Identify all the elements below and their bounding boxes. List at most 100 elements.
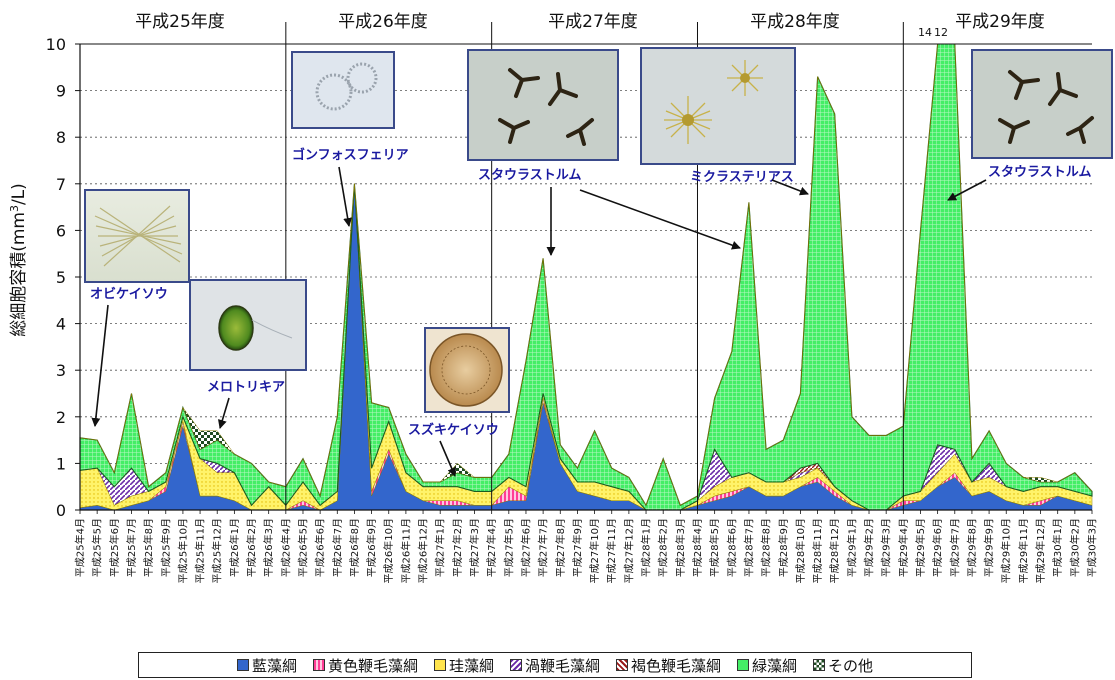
legend-label: 渦鞭毛藻綱 — [524, 656, 600, 675]
fiscal-year-label: 平成26年度 — [338, 12, 428, 32]
fiscal-year-label: 平成27年度 — [548, 12, 638, 32]
x-tick-label: 平成27年4月 — [485, 518, 498, 577]
legend-item-chlorophyceae: 緑藻綱 — [737, 655, 797, 676]
x-tick-label: 平成29年11月 — [1017, 518, 1030, 583]
legend-label: 藍藻綱 — [251, 656, 297, 675]
arrow-gom — [338, 166, 353, 227]
x-tick-label: 平成28年3月 — [674, 518, 687, 577]
photo-stau2 — [971, 49, 1113, 159]
x-tick-label: 平成25年12月 — [211, 518, 224, 583]
x-tick-label: 平成27年7月 — [537, 518, 550, 577]
legend-swatch-icon — [312, 659, 325, 671]
annotation-label-obi: オビケイソウ — [90, 286, 168, 302]
photo-micra — [640, 47, 796, 165]
legend-swatch-icon — [509, 659, 522, 671]
y-tick-label: 6 — [56, 221, 66, 240]
y-tick-label: 10 — [46, 35, 66, 54]
legend-item-chrysophyceae: 黄色鞭毛藻綱 — [312, 655, 418, 676]
x-tick-label: 平成29年4月 — [897, 518, 910, 577]
annotation-label-melo: メロトリキア — [207, 380, 285, 395]
x-tick-label: 平成30年2月 — [1068, 518, 1081, 577]
x-tick-label: 平成29年9月 — [983, 518, 996, 577]
photo-melo — [189, 279, 307, 371]
legend-swatch-icon — [236, 659, 249, 671]
arrow-stau2 — [947, 179, 987, 201]
annotation-label-stau1: スタウラストルム — [478, 168, 581, 183]
legend-label: 緑藻綱 — [752, 656, 798, 675]
y-tick-label: 8 — [56, 128, 66, 147]
x-tick-label: 平成27年5月 — [502, 518, 515, 577]
x-tick-label: 平成25年6月 — [108, 518, 121, 577]
x-tick-label: 平成28年6月 — [725, 518, 738, 577]
annotation-label-gom: ゴンフォスフェリア — [292, 147, 409, 163]
x-tick-label: 平成28年10月 — [794, 518, 807, 583]
fiscal-year-label: 平成28年度 — [750, 12, 840, 32]
x-tick-label: 平成28年9月 — [777, 518, 790, 577]
arrow-obi — [91, 304, 109, 427]
stacked-areas — [79, 43, 1093, 511]
arrow-melo — [217, 397, 230, 429]
x-tick-label: 平成26年8月 — [348, 518, 361, 577]
x-tick-label: 平成27年9月 — [571, 518, 584, 577]
photo-obi — [84, 189, 190, 283]
y-axis-label: 総細胞容積(mm3/L) — [8, 183, 30, 337]
x-tick-label: 平成30年1月 — [1051, 518, 1064, 577]
x-tick-label: 平成29年12月 — [1034, 518, 1047, 583]
x-tick-label: 平成25年9月 — [159, 518, 172, 577]
legend-item-others: その他 — [813, 655, 873, 676]
x-tick-label: 平成27年10月 — [588, 518, 601, 583]
x-tick-label: 平成26年6月 — [314, 518, 327, 577]
plot-frame — [79, 22, 1092, 511]
legend-item-cyanophyceae: 藍藻綱 — [236, 655, 297, 676]
legend-swatch-icon — [737, 659, 750, 671]
y-tick-label: 5 — [56, 268, 66, 287]
clip-label-june: 14 — [918, 26, 932, 39]
x-tick-label: 平成29年5月 — [914, 518, 927, 577]
x-tick-label: 平成25年8月 — [142, 518, 155, 577]
arrow-suzu — [439, 440, 456, 477]
x-tick-label: 平成27年6月 — [520, 518, 533, 577]
legend-swatch-icon — [813, 659, 826, 671]
x-tick-label: 平成26年11月 — [399, 518, 412, 583]
x-tick-label: 平成25年5月 — [91, 518, 104, 577]
x-tick-label: 平成26年2月 — [245, 518, 258, 577]
x-tick-label: 平成28年11月 — [811, 518, 824, 583]
x-tick-label: 平成29年10月 — [1000, 518, 1013, 583]
x-tick-label: 平成27年8月 — [554, 518, 567, 577]
arrow-stau1-b — [579, 189, 741, 250]
x-tick-label: 平成26年7月 — [331, 518, 344, 577]
legend-swatch-icon — [433, 659, 446, 671]
x-tick-label: 平成25年11月 — [194, 518, 207, 583]
legend-label: 珪藻綱 — [448, 656, 494, 675]
x-tick-label: 平成28年12月 — [828, 518, 841, 583]
x-tick-label: 平成26年4月 — [279, 518, 292, 577]
x-tick-label: 平成27年2月 — [451, 518, 464, 577]
fiscal-year-label: 平成29年度 — [955, 12, 1045, 32]
x-tick-label: 平成26年1月 — [228, 518, 241, 577]
x-tick-label: 平成27年3月 — [468, 518, 481, 577]
x-tick-label: 平成30年3月 — [1086, 518, 1099, 577]
x-tick-label: 平成28年8月 — [760, 518, 773, 577]
clip-value-labels: 14 12 — [918, 26, 948, 39]
photo-gom — [291, 51, 395, 129]
x-tick-label: 平成29年2月 — [863, 518, 876, 577]
x-tick-label: 平成25年10月 — [176, 518, 189, 583]
y-axis-ticks: 0 1 2 3 4 5 6 7 8 9 10 — [46, 35, 80, 520]
y-tick-label: 3 — [56, 361, 66, 380]
x-tick-label: 平成28年7月 — [742, 518, 755, 577]
x-tick-label: 平成29年3月 — [880, 518, 893, 577]
x-tick-label: 平成28年4月 — [691, 518, 704, 577]
legend-item-diatoms: 珪藻綱 — [433, 655, 494, 676]
x-tick-label: 平成26年12月 — [417, 518, 430, 583]
x-tick-label: 平成26年3月 — [262, 518, 275, 577]
y-tick-label: 7 — [56, 175, 66, 194]
x-tick-label: 平成27年11月 — [605, 518, 618, 583]
x-tick-label: 平成27年12月 — [622, 518, 635, 583]
legend-label: その他 — [828, 656, 874, 675]
arrow-micra — [771, 179, 809, 196]
legend-label: 黄色鞭毛藻綱 — [327, 656, 418, 675]
annotation-label-micra: ミクラステリアス — [690, 170, 794, 185]
y-tick-label: 1 — [56, 454, 66, 473]
x-tick-label: 平成26年10月 — [382, 518, 395, 583]
